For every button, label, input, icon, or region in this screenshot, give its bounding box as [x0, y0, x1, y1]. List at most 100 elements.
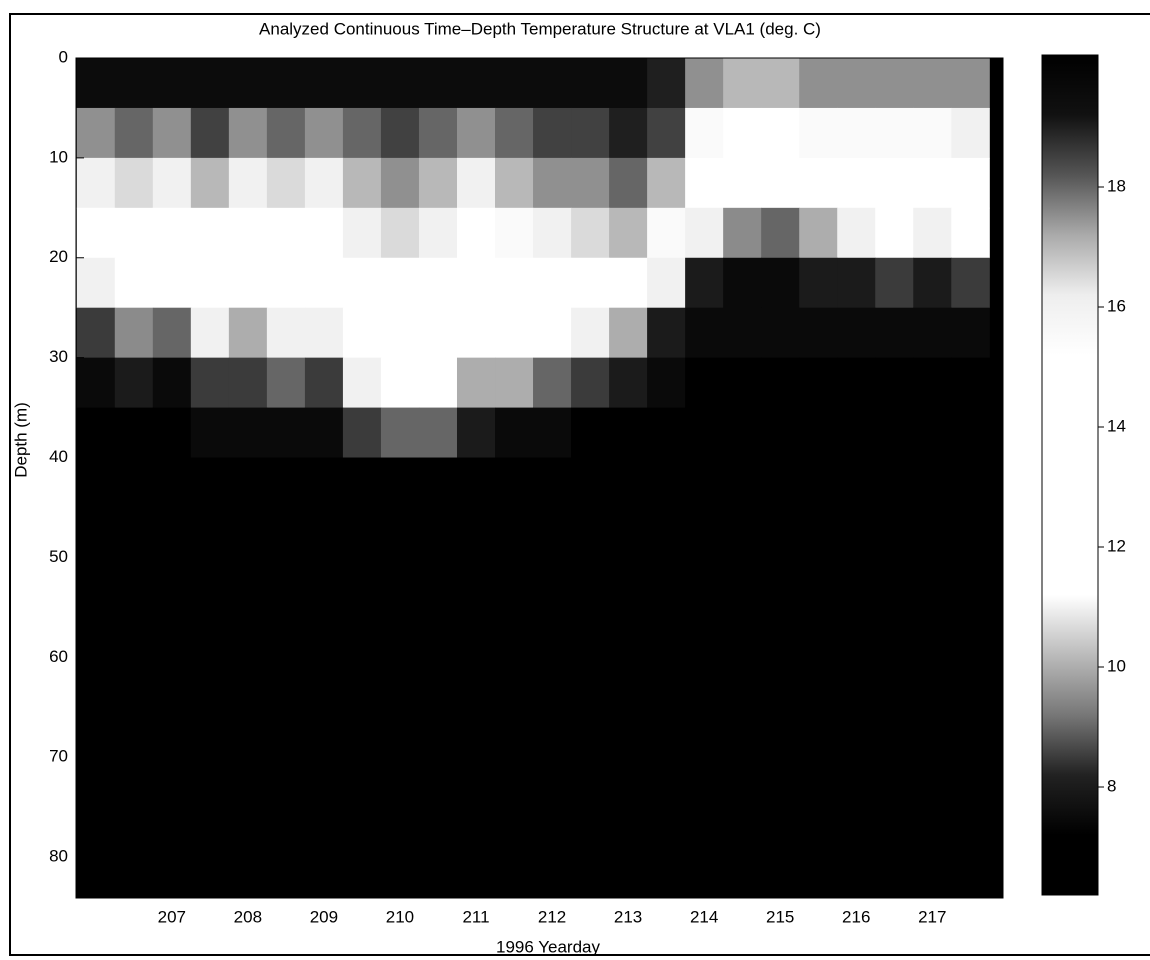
heatmap-cell	[685, 407, 724, 459]
heatmap-cell	[761, 757, 800, 808]
heatmap-cell	[76, 357, 116, 409]
heatmap-cell	[76, 607, 116, 658]
x-tick-label: 208	[234, 907, 262, 926]
heatmap-cell	[152, 507, 192, 558]
heatmap-cell	[304, 207, 344, 259]
heatmap-cell	[76, 857, 116, 898]
heatmap-cell	[685, 607, 724, 658]
heatmap-cell	[571, 107, 610, 159]
heatmap-cell	[228, 407, 268, 459]
heatmap-cell	[837, 707, 876, 758]
heatmap-cell	[799, 207, 838, 259]
heatmap-cell	[951, 257, 990, 309]
x-tick-label: 214	[690, 907, 718, 926]
heatmap-cell	[913, 457, 952, 508]
heatmap-cell	[609, 457, 648, 508]
heatmap-cell	[875, 407, 914, 459]
heatmap-cell	[342, 757, 382, 808]
colorbar-tick-label: 14	[1107, 416, 1126, 435]
heatmap-cell	[456, 157, 496, 209]
heatmap-cell	[495, 607, 534, 658]
heatmap-cell	[228, 707, 268, 758]
heatmap-cell	[418, 507, 458, 558]
heatmap-cell	[609, 757, 648, 808]
heatmap-cell	[304, 557, 344, 608]
heatmap-cell	[799, 857, 838, 898]
heatmap-cell	[266, 457, 306, 508]
heatmap-cell	[609, 307, 648, 359]
heatmap-cell	[495, 457, 534, 508]
heatmap-cell	[609, 257, 648, 309]
heatmap-cell	[304, 407, 344, 459]
heatmap-cell	[875, 657, 914, 708]
heatmap-cell	[76, 207, 116, 259]
heatmap-cell	[951, 157, 990, 209]
heatmap-cell	[190, 58, 230, 109]
heatmap-cell	[114, 207, 154, 259]
heatmap-cell	[533, 807, 572, 858]
heatmap-cell	[342, 157, 382, 209]
heatmap-cell	[799, 257, 838, 309]
heatmap-cell	[495, 557, 534, 608]
heatmap-cell	[571, 307, 610, 359]
heatmap-cell	[913, 707, 952, 758]
heatmap-cell	[685, 307, 724, 359]
heatmap-cell	[152, 307, 192, 359]
heatmap-cell	[533, 557, 572, 608]
heatmap-cell	[190, 507, 230, 558]
heatmap-cell	[685, 457, 724, 508]
heatmap-cell	[418, 207, 458, 259]
heatmap-cell	[228, 58, 268, 109]
heatmap-cell	[190, 257, 230, 309]
heatmap-cell	[190, 757, 230, 808]
heatmap-cell	[228, 357, 268, 409]
heatmap-cell	[875, 757, 914, 808]
heatmap-cell	[114, 557, 154, 608]
heatmap-cell	[685, 757, 724, 808]
heatmap-cell	[609, 807, 648, 858]
heatmap-cell	[533, 507, 572, 558]
heatmap-cell	[342, 307, 382, 359]
heatmap-cell	[190, 307, 230, 359]
heatmap-cell	[837, 857, 876, 898]
heatmap-cell	[571, 657, 610, 708]
heatmap-cell	[723, 207, 762, 259]
heatmap-cell	[380, 557, 420, 608]
heatmap-cell	[380, 357, 420, 409]
heatmap-cell	[723, 407, 762, 459]
heatmap-cell	[266, 357, 306, 409]
heatmap-cell	[875, 457, 914, 508]
heatmap-cell	[647, 207, 686, 259]
heatmap-cell	[799, 807, 838, 858]
heatmap-cell	[76, 257, 116, 309]
heatmap-cell	[647, 457, 686, 508]
heatmap-cell	[342, 207, 382, 259]
heatmap-cell	[723, 257, 762, 309]
heatmap-cell	[723, 557, 762, 608]
heatmap-cell	[799, 707, 838, 758]
heatmap-cell	[152, 807, 192, 858]
colorbar-tick-label: 10	[1107, 656, 1126, 675]
heatmap-cell	[951, 657, 990, 708]
heatmap-cell	[190, 607, 230, 658]
heatmap-cell	[799, 357, 838, 409]
x-axis-label: 1996 Yearday	[496, 937, 600, 956]
heatmap-cell	[418, 107, 458, 159]
colorbar-tick-label: 16	[1107, 296, 1126, 315]
heatmap-cell	[266, 407, 306, 459]
heatmap-cell	[228, 857, 268, 898]
heatmap-cell	[190, 857, 230, 898]
heatmap-cell	[533, 607, 572, 658]
heatmap-cell	[647, 157, 686, 209]
heatmap-cell	[951, 507, 990, 558]
heatmap-cell	[875, 357, 914, 409]
heatmap-cell	[380, 407, 420, 459]
heatmap-cell	[875, 807, 914, 858]
heatmap-cell	[228, 607, 268, 658]
heatmap-cell	[114, 607, 154, 658]
heatmap-cell	[799, 307, 838, 359]
heatmap-cell	[342, 607, 382, 658]
heatmap-cell	[837, 58, 876, 109]
heatmap-cell	[190, 557, 230, 608]
